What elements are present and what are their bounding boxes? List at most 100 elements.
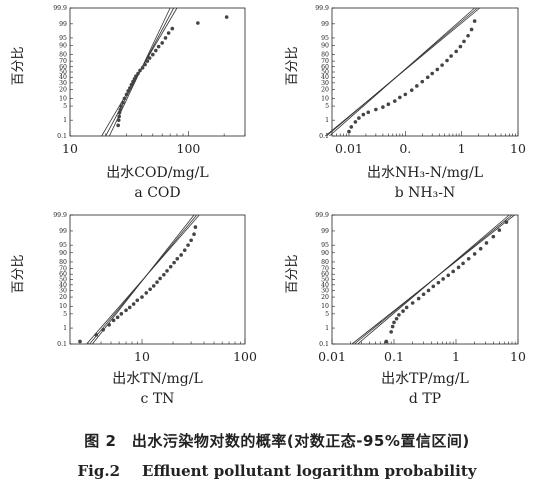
y-tick-label: 30 [59, 80, 67, 87]
y-tick-label: 60 [321, 271, 329, 278]
y-tick-label: 90 [321, 42, 329, 49]
y-tick-label: 50 [321, 277, 329, 284]
y-tick-label: 99.9 [315, 212, 329, 219]
data-point [421, 292, 426, 297]
y-tick-label: 40 [321, 282, 329, 289]
x-tick-label: 10 [134, 349, 150, 364]
y-axis-label: 百分比 [11, 46, 26, 85]
x-tick-label: 0.1 [384, 349, 404, 364]
y-tick-label: 1 [325, 325, 329, 332]
data-point [135, 298, 140, 303]
data-point [440, 63, 444, 67]
data-point [143, 62, 147, 67]
y-tick-label: 80 [59, 52, 67, 59]
y-tick-label: 5 [63, 311, 67, 318]
y-tick-label: 50 [59, 277, 67, 284]
y-tick-label: 10 [321, 96, 329, 103]
x-tick-label: 0.01 [335, 141, 363, 156]
data-point [446, 273, 451, 278]
data-point [425, 75, 430, 80]
x-tick-label: 100 [233, 349, 257, 364]
data-point [390, 324, 395, 329]
data-point [126, 89, 131, 93]
y-tick-label: 80 [321, 52, 329, 59]
data-point [392, 99, 397, 103]
data-point [497, 228, 502, 232]
y-tick-label: 1 [63, 117, 67, 124]
x-axis-label: 出水COD/mg/L [106, 165, 208, 181]
data-point [404, 305, 409, 310]
data-point [392, 320, 396, 325]
y-tick-label: 10 [59, 303, 67, 310]
data-point [155, 280, 159, 284]
y-tick-label: 60 [321, 64, 329, 71]
y-axis-label: 百分比 [285, 254, 300, 293]
data-point [403, 92, 408, 97]
data-point [128, 86, 132, 90]
data-point [472, 19, 477, 23]
y-tick-label: 1 [63, 325, 67, 332]
data-point [140, 295, 144, 299]
y-tick-label: 95 [321, 242, 329, 249]
y-tick-label: 70 [59, 58, 67, 65]
y-tick-label: 30 [59, 287, 67, 294]
data-point [192, 232, 196, 237]
panel-caption: c TN [141, 391, 175, 407]
y-tick-label: 40 [321, 74, 329, 81]
x-tick-label: 10 [510, 141, 526, 156]
data-point [416, 296, 421, 301]
data-point [160, 41, 164, 45]
data-point [121, 100, 125, 105]
data-point [441, 277, 445, 281]
data-point [430, 71, 434, 76]
data-point [166, 31, 171, 35]
y-tick-label: 90 [321, 250, 329, 257]
y-tick-label: 10 [59, 96, 67, 103]
y-tick-label: 5 [63, 103, 67, 110]
data-point [466, 33, 470, 38]
data-point [163, 36, 168, 40]
data-point [144, 291, 149, 295]
data-point [122, 96, 127, 101]
data-point [431, 284, 436, 289]
y-tick-label: 0.1 [319, 341, 329, 348]
y-tick-label: 80 [321, 259, 329, 266]
data-point [116, 118, 121, 122]
plot-frame [69, 214, 246, 345]
data-point [162, 272, 166, 277]
data-point [415, 84, 419, 88]
data-point [78, 339, 82, 344]
data-point [151, 52, 155, 57]
data-point [132, 77, 137, 81]
y-tick-label: 70 [59, 266, 67, 273]
data-point [409, 88, 414, 92]
data-point [491, 234, 496, 239]
data-point [170, 26, 175, 31]
y-tick-label: 0.1 [57, 341, 67, 348]
y-tick-label: 99.9 [53, 212, 67, 219]
data-point [168, 264, 173, 269]
y-tick-label: 0.1 [57, 133, 67, 140]
data-point [116, 123, 120, 128]
y-tick-label: 30 [321, 287, 329, 294]
y-tick-label: 90 [59, 250, 67, 257]
y-tick-label: 99.9 [315, 5, 329, 12]
figure-label-en: Fig.2 [77, 462, 121, 480]
x-tick-label: 1 [458, 141, 466, 156]
data-point [138, 68, 142, 73]
data-point [458, 44, 463, 49]
data-point [175, 256, 180, 261]
figure-title-en: Effluent pollutant logarithm probability [142, 462, 477, 480]
data-point [435, 67, 440, 72]
data-point [117, 114, 121, 119]
data-point [107, 322, 111, 327]
data-point [172, 260, 176, 265]
y-tick-label: 99 [321, 228, 329, 235]
panel-caption: b NH₃-N [395, 185, 455, 201]
x-axis-label: 出水NH₃-N/mg/L [367, 165, 483, 181]
data-point [165, 269, 169, 273]
y-tick-label: 80 [59, 259, 67, 266]
data-point [136, 71, 140, 76]
data-point [454, 49, 458, 54]
